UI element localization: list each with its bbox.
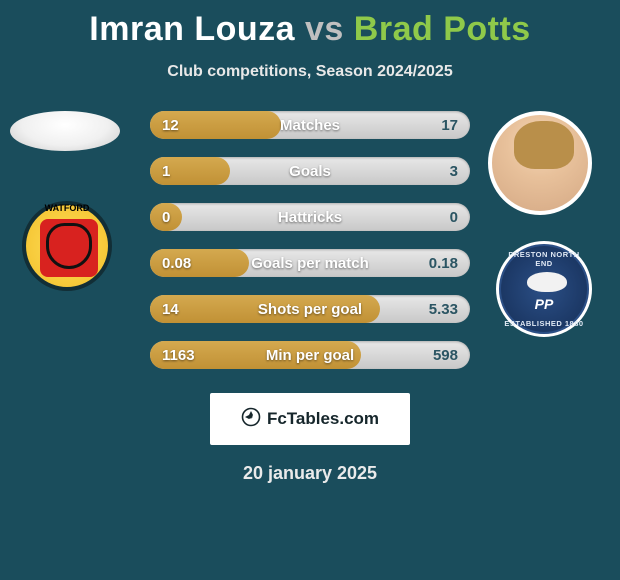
stat-right-value: 0	[450, 209, 458, 226]
stat-bar-row: 0Hattricks0	[150, 203, 470, 231]
stat-bar-row: 1163Min per goal598	[150, 341, 470, 369]
vs-text: vs	[305, 10, 344, 48]
comparison-title: Imran Louza vs Brad Potts	[0, 0, 620, 49]
fctables-logo-icon	[241, 407, 261, 432]
player2-photo-placeholder	[488, 111, 592, 215]
stats-bars: 12Matches17 1Goals3 0Hattricks0 0.08Goals p…	[150, 111, 470, 369]
stat-right-value: 0.18	[429, 255, 458, 272]
player1-club-crest: WATFORD	[22, 201, 112, 291]
player2-name: Brad Potts	[354, 10, 531, 48]
stat-right-value: 598	[433, 347, 458, 364]
stat-label: Matches	[150, 117, 470, 134]
crest-lamb-icon	[527, 272, 567, 292]
player1-name: Imran Louza	[89, 10, 295, 48]
stat-bar-row: 0.08Goals per match0.18	[150, 249, 470, 277]
player2-club-ring-top: PRESTON NORTH END	[499, 250, 589, 268]
branding-box: FcTables.com	[210, 393, 410, 445]
player2-club-crest: PRESTON NORTH END PP ESTABLISHED 1880	[496, 241, 592, 337]
player1-club-label: WATFORD	[26, 203, 108, 213]
player2-club-initials: PP	[499, 296, 589, 312]
stat-label: Min per goal	[150, 347, 470, 364]
player1-photo-placeholder	[10, 111, 120, 151]
stat-label: Goals	[150, 163, 470, 180]
comparison-date: 20 january 2025	[0, 463, 620, 484]
player2-club-ring-bottom: ESTABLISHED 1880	[499, 319, 589, 328]
stat-right-value: 3	[450, 163, 458, 180]
main-area: WATFORD PRESTON NORTH END PP ESTABLISHED…	[0, 111, 620, 369]
crest-shield-icon	[40, 219, 98, 277]
stat-bar-row: 1Goals3	[150, 157, 470, 185]
branding-text: FcTables.com	[267, 409, 379, 429]
competition-subtitle: Club competitions, Season 2024/2025	[0, 63, 620, 81]
stat-bar-row: 14Shots per goal5.33	[150, 295, 470, 323]
stat-label: Shots per goal	[150, 301, 470, 318]
stat-bar-row: 12Matches17	[150, 111, 470, 139]
stat-right-value: 5.33	[429, 301, 458, 318]
stat-label: Hattricks	[150, 209, 470, 226]
stat-right-value: 17	[441, 117, 458, 134]
stat-label: Goals per match	[150, 255, 470, 272]
crest-antler-icon	[46, 223, 92, 269]
